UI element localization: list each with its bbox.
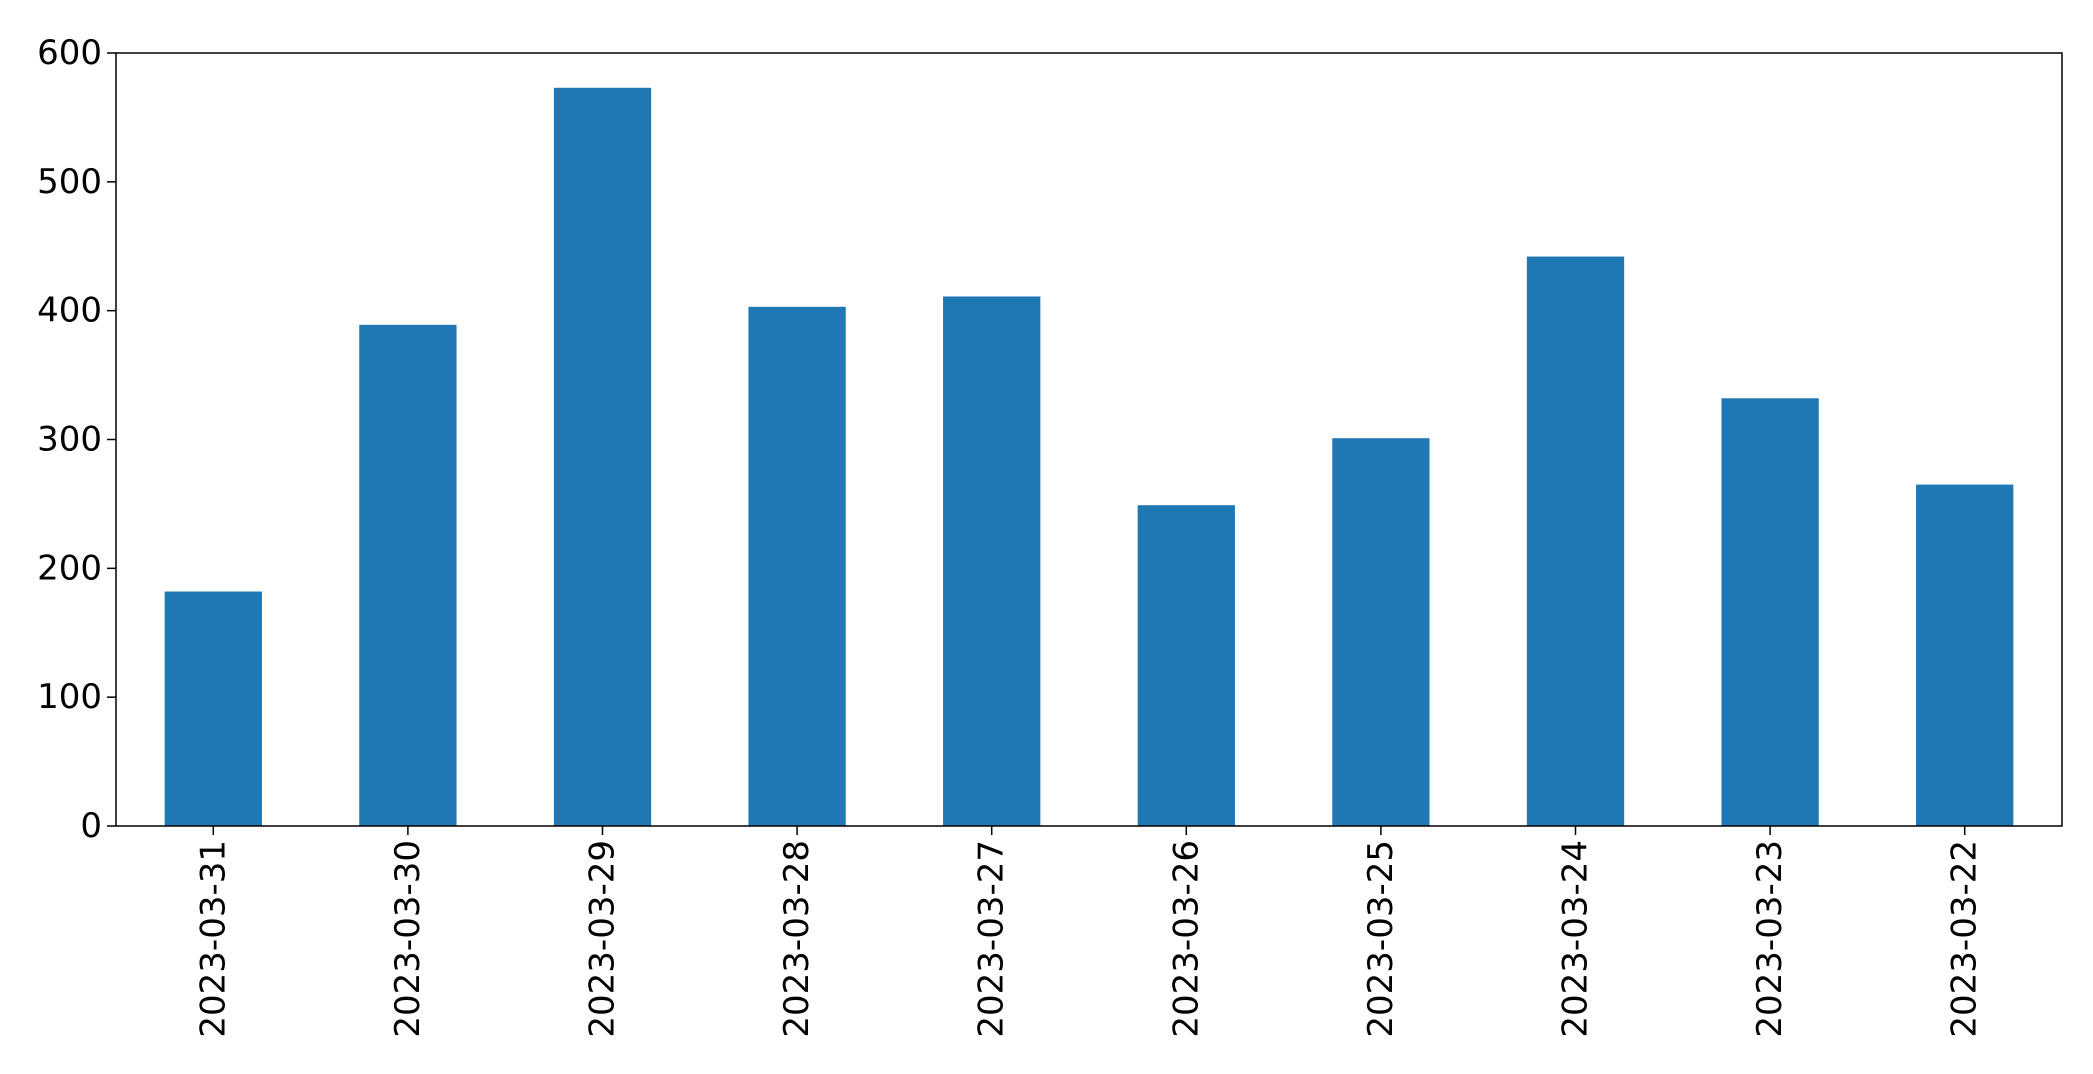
x-tick-label: 2023-03-29: [583, 840, 623, 1038]
bar-2023-03-31: [164, 591, 262, 826]
y-tick-label: 100: [37, 677, 102, 717]
x-tick-label: 2023-03-22: [1945, 840, 1985, 1038]
x-tick-label: 2023-03-31: [193, 840, 233, 1038]
y-tick-label: 500: [37, 162, 102, 202]
y-tick-label: 600: [37, 33, 102, 73]
bar-2023-03-30: [359, 324, 457, 826]
y-tick-label: 200: [37, 548, 102, 588]
y-tick-label: 400: [37, 291, 102, 331]
x-tick-label: 2023-03-26: [1166, 840, 1206, 1038]
x-tick-label: 2023-03-28: [777, 840, 817, 1038]
x-tick-label: 2023-03-27: [972, 840, 1012, 1038]
x-tick-label: 2023-03-30: [388, 840, 428, 1038]
bar-2023-03-26: [1137, 505, 1235, 826]
y-tick-label: 0: [80, 806, 102, 846]
bar-2023-03-22: [1916, 484, 2014, 826]
x-axis: 2023-03-31 2023-03-30 2023-03-29 2023-03-28…: [193, 826, 1985, 1038]
x-tick-label: 2023-03-23: [1750, 840, 1790, 1038]
bar-2023-03-24: [1526, 256, 1625, 827]
x-tick-label: 2023-03-24: [1556, 840, 1596, 1038]
x-tick-label: 2023-03-25: [1361, 840, 1401, 1038]
bar-2023-03-25: [1332, 438, 1430, 826]
bar-2023-03-28: [748, 306, 846, 827]
bar-2023-03-23: [1721, 398, 1819, 826]
bar-series: [164, 87, 2014, 827]
y-tick-label: 300: [37, 420, 102, 460]
y-axis: 0 100 200 300 400 500 600: [37, 33, 116, 846]
bar-2023-03-29: [553, 87, 652, 826]
plot-frame: [115, 52, 2063, 827]
bar-2023-03-27: [943, 296, 1041, 826]
